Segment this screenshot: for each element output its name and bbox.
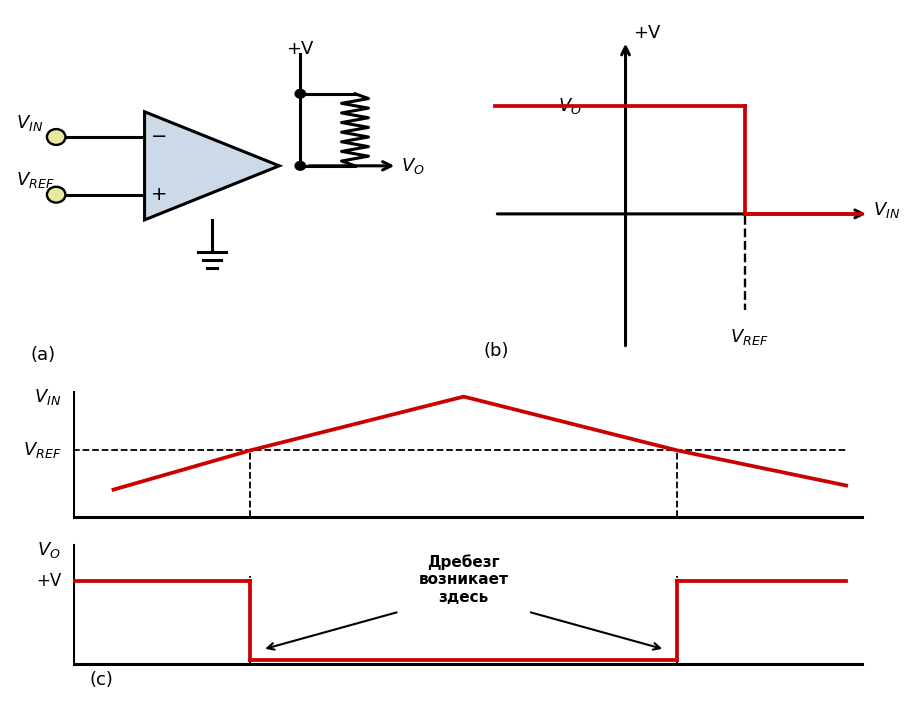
- Circle shape: [47, 187, 66, 203]
- Polygon shape: [145, 112, 279, 220]
- Text: (a): (a): [31, 346, 56, 364]
- Text: (b): (b): [483, 342, 509, 360]
- Text: $V_{IN}$: $V_{IN}$: [873, 200, 899, 220]
- Text: +V: +V: [36, 572, 61, 590]
- Text: +V: +V: [633, 25, 661, 42]
- Text: $V_{REF}$: $V_{REF}$: [730, 327, 769, 347]
- Text: +: +: [151, 185, 167, 204]
- Text: +V: +V: [286, 40, 314, 58]
- Text: $V_O$: $V_O$: [402, 156, 425, 176]
- Text: $V_{IN}$: $V_{IN}$: [34, 386, 61, 407]
- Circle shape: [295, 89, 307, 99]
- Text: (c): (c): [90, 671, 113, 689]
- Text: −: −: [151, 128, 167, 146]
- Text: $V_{IN}$: $V_{IN}$: [16, 112, 43, 133]
- Circle shape: [47, 129, 66, 145]
- Text: $V_{REF}$: $V_{REF}$: [23, 441, 61, 461]
- Text: Дребезг
возникает
здесь: Дребезг возникает здесь: [419, 554, 509, 605]
- Circle shape: [295, 161, 307, 171]
- Text: $V_O$: $V_O$: [38, 540, 61, 560]
- Text: $V_{REF}$: $V_{REF}$: [16, 170, 55, 190]
- Text: $V_O$: $V_O$: [557, 96, 581, 116]
